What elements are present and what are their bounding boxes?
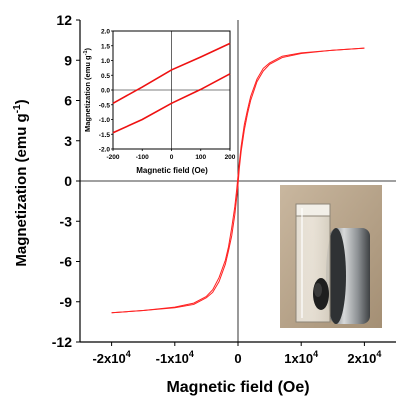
inset-y-tick-label: 1.5 (101, 43, 110, 50)
vial-magnet-photo (280, 185, 382, 328)
inset-zero-lines (113, 31, 230, 149)
inset-y-tick-label: -1.0 (99, 117, 111, 124)
inset-series-line-1 (112, 42, 231, 104)
main-y-tick-label: -6 (60, 254, 73, 270)
main-y-axis-label: Magnetization (emu g-1) (12, 99, 30, 266)
inset-x-tick-label: -200 (106, 154, 119, 161)
inset-y-tick-label: 0.5 (101, 73, 110, 80)
main-y-tick-label: -3 (60, 213, 73, 229)
inset-x-tick-label: 100 (195, 154, 206, 161)
main-y-tick-label: 3 (64, 133, 72, 149)
main-y-tick-label: -12 (52, 334, 72, 350)
main-y-tick-label: -9 (60, 294, 73, 310)
inset-x-axis-label: Magnetic field (Oe) (136, 166, 208, 175)
main-y-tick-label: 12 (56, 12, 72, 28)
main-series-line-2 (111, 47, 365, 314)
main-y-tick-label: 0 (64, 173, 72, 189)
main-x-tick-label: 1x104 (284, 349, 318, 366)
main-x-tick-label: -2x104 (92, 349, 130, 366)
inset-chart: 2.0 1.5 1.0 0.5 0.0 -0.5 -1.0 -1.5 -2.0-200 -100 0… (83, 29, 236, 176)
main-ticks: -12 -9 -6 -3 0 3 6 9 12 -2x104 -1x104 0 1x104 2x104 (52, 12, 382, 366)
inset-x-tick-label: -100 (136, 154, 149, 161)
main-x-axis-label: Magnetic field (Oe) (166, 379, 309, 396)
inset-y-tick-label: -1.5 (99, 132, 111, 139)
inset-y-tick-label: -2.0 (99, 147, 111, 154)
main-x-tick-label: -1x104 (156, 349, 194, 366)
inset-y-tick-label: 0.0 (101, 88, 110, 95)
main-x-tick-label: 2x104 (347, 349, 381, 366)
main-series-line-1 (111, 47, 365, 314)
inset-y-tick-label: 2.0 (101, 29, 110, 36)
inset-ticks: 2.0 1.5 1.0 0.5 0.0 -0.5 -1.0 -1.5 -2.0-200 -100 0… (99, 29, 236, 162)
main-y-tick-label: 9 (64, 52, 72, 68)
inset-series-line-2 (112, 73, 231, 134)
inset-series-group (112, 42, 231, 134)
inset-y-axis-label: Magnetization (emu g-1) (83, 47, 92, 132)
main-series-group (111, 47, 365, 314)
main-x-tick-label: 0 (234, 351, 241, 366)
inset-y-tick-label: 1.0 (101, 58, 110, 65)
inset-x-tick-label: 200 (225, 154, 236, 161)
main-y-tick-label: 6 (64, 93, 72, 109)
inset-y-tick-label: -0.5 (99, 102, 111, 109)
inset-x-tick-label: 0 (170, 154, 174, 161)
